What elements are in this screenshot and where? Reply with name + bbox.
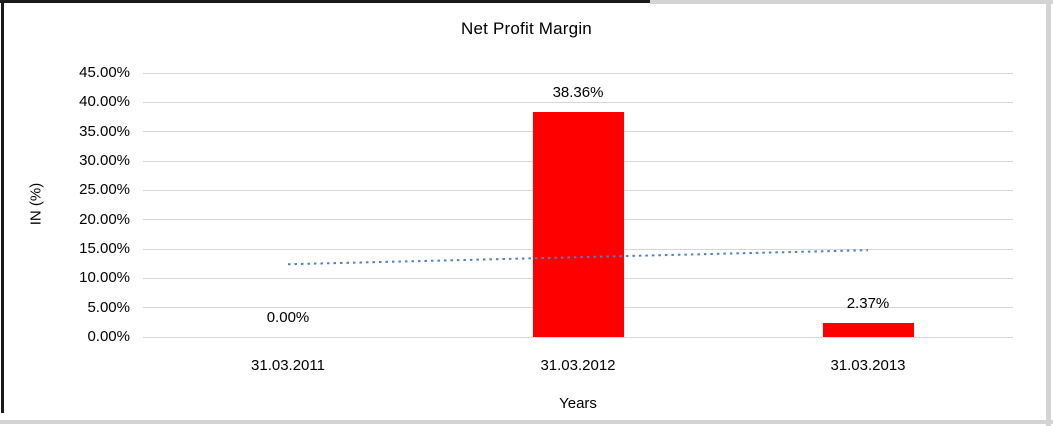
y-tick-label: 40.00%	[79, 93, 130, 111]
y-tick-label: 10.00%	[79, 269, 130, 287]
bar-data-label: 0.00%	[266, 309, 310, 326]
frame-border-bottom-gray	[0, 420, 1053, 424]
y-tick-label: 45.00%	[79, 64, 130, 81]
x-tick-label: 31.03.2012	[540, 357, 616, 374]
y-tick-label: 25.00%	[79, 181, 130, 199]
gridline	[143, 336, 1013, 338]
y-tick-label: 5.00%	[87, 298, 130, 316]
frame-border-top-dark	[0, 0, 650, 3]
bar	[822, 323, 914, 337]
x-axis-title: Years	[559, 395, 597, 412]
chart-title: Net Profit Margin	[461, 19, 592, 38]
y-tick-label: 15.00%	[79, 240, 130, 257]
frame-border-top-gray	[650, 0, 1053, 4]
bar	[532, 111, 624, 337]
bar-data-label: 38.36%	[552, 83, 604, 101]
frame-border-right-gray	[1046, 0, 1051, 426]
y-tick-label: 20.00%	[79, 210, 130, 228]
bar-data-label: 2.37%	[846, 295, 890, 313]
y-tick-label: 35.00%	[79, 122, 130, 140]
y-tick-label: 0.00%	[87, 328, 130, 345]
trendline-segment	[287, 249, 869, 266]
gridline	[143, 101, 1013, 103]
x-tick-label: 31.03.2013	[830, 357, 906, 374]
frame-border-left-dark	[1, 0, 4, 413]
gridline	[143, 72, 1013, 74]
y-tick-label: 30.00%	[79, 152, 130, 169]
x-tick-label: 31.03.2011	[251, 357, 325, 374]
